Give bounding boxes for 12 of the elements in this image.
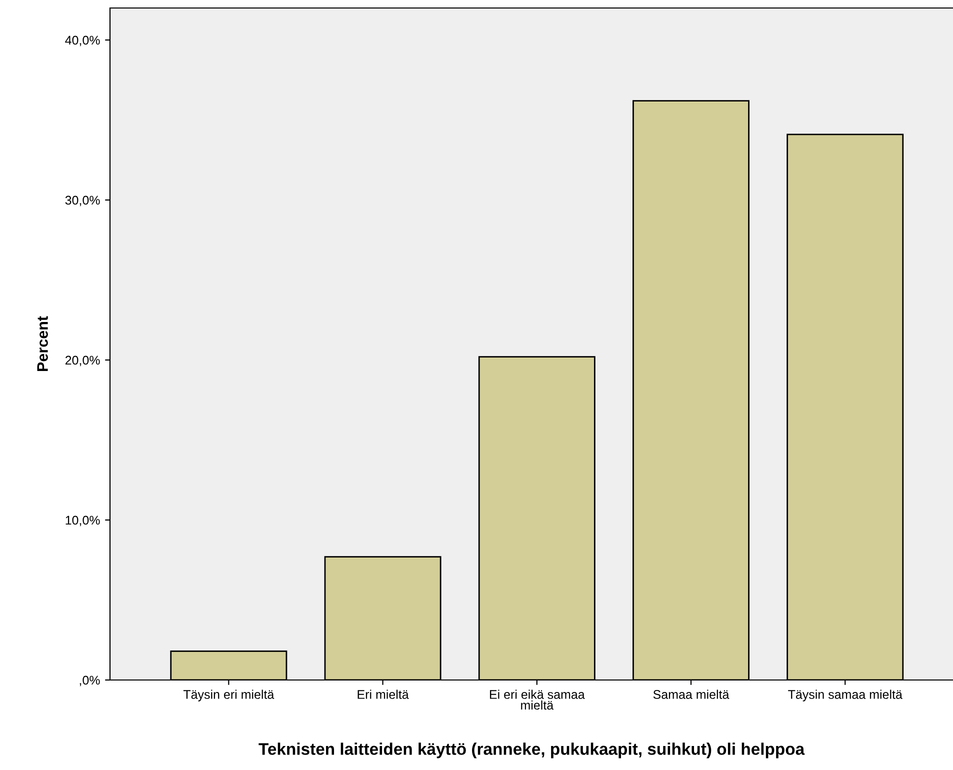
- x-tick-label: Ei eri eikä samaa mieltä: [490, 690, 585, 710]
- y-tick-label: ,0%: [80, 676, 100, 686]
- x-tick-label: Täysin samaa mieltä: [788, 690, 902, 702]
- x-tick-label: Täysin eri mieltä: [183, 690, 274, 702]
- y-tick-label: 10,0%: [66, 516, 100, 526]
- x-tick-label: Eri mieltä: [358, 690, 409, 699]
- y-tick-label: 40,0%: [65, 36, 100, 46]
- y-tick-label: 20,0%: [65, 356, 100, 366]
- x-tick-label: Samaa mieltä: [653, 690, 730, 699]
- y-axis-title: Percent: [37, 316, 48, 371]
- y-tick-label: 30,0%: [65, 196, 100, 206]
- x-axis-title: Teknisten laitteiden käyttö (ranneke, pukukaapit, suihkut) oli helppoa: [258, 742, 805, 758]
